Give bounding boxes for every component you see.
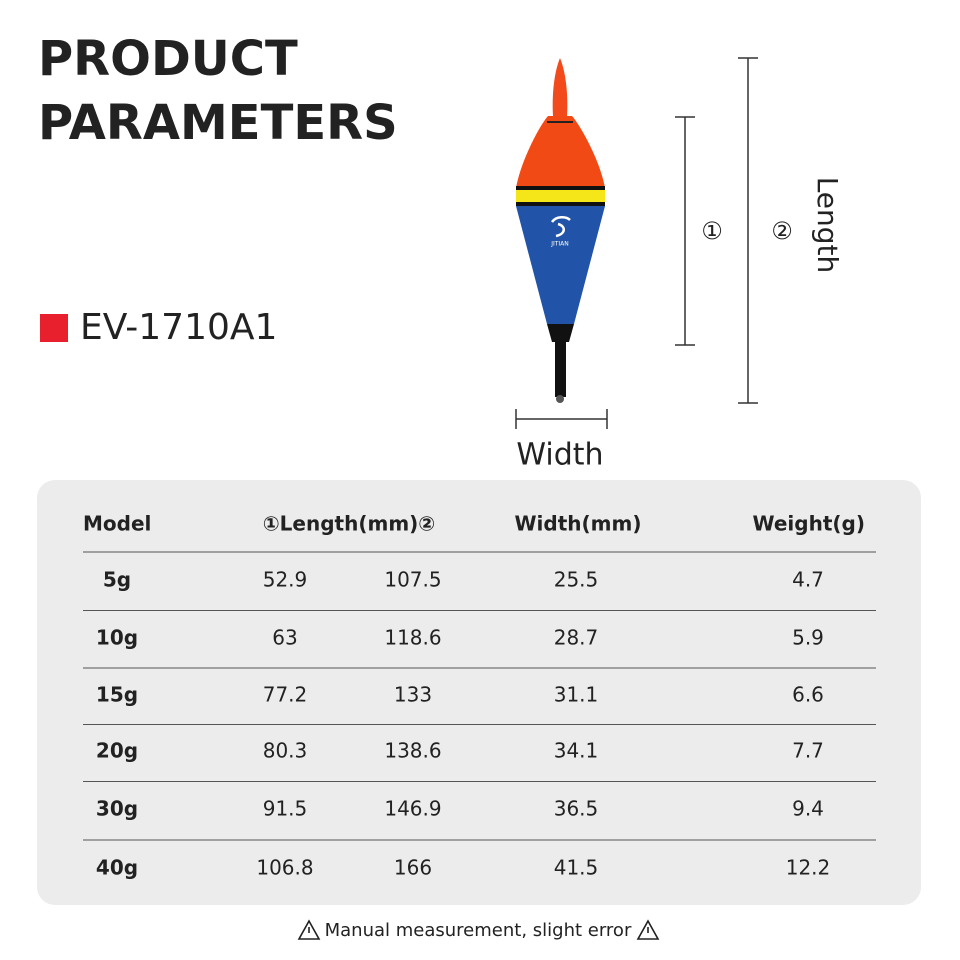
model-cell: 15g — [96, 683, 138, 707]
model-cell: 10g — [96, 626, 138, 650]
value-cell: 5.9 — [792, 626, 824, 650]
value-cell: 166 — [394, 856, 432, 880]
value-cell: 80.3 — [263, 739, 308, 763]
header-cell: Weight(g) — [753, 512, 865, 536]
value-cell: 77.2 — [263, 683, 308, 707]
value-cell: 12.2 — [786, 856, 831, 880]
header-cell: Model — [83, 512, 151, 536]
value-cell: 91.5 — [263, 797, 308, 821]
value-cell: 63 — [272, 626, 297, 650]
value-cell: 52.9 — [263, 568, 308, 592]
value-cell: 118.6 — [384, 626, 441, 650]
value-cell: 146.9 — [384, 797, 441, 821]
length-label: Length — [811, 177, 844, 274]
marker-1: ① — [701, 217, 723, 245]
model-cell: 5g — [103, 568, 131, 592]
table-panel — [37, 480, 921, 905]
table: Model ①Length(mm)② Width(mm) Weight(g) 5g 52.… — [83, 512, 876, 880]
marker-2: ② — [771, 217, 793, 245]
value-cell: 41.5 — [554, 856, 599, 880]
value-cell: 4.7 — [792, 568, 824, 592]
value-cell: 133 — [394, 683, 432, 707]
value-cell: 7.7 — [792, 739, 824, 763]
value-cell: 28.7 — [554, 626, 599, 650]
header-cell: ①Length(mm)② — [263, 512, 436, 536]
model-cell: 40g — [96, 856, 138, 880]
value-cell: 6.6 — [792, 683, 824, 707]
brand-logo: JITIAN — [550, 241, 569, 248]
title-line: PARAMETERS — [38, 95, 398, 151]
title-line: PRODUCT — [38, 31, 298, 87]
value-cell: 9.4 — [792, 797, 824, 821]
value-cell: 25.5 — [554, 568, 599, 592]
model-cell: 30g — [96, 797, 138, 821]
value-cell: 107.5 — [384, 568, 441, 592]
header-cell: Width(mm) — [515, 512, 642, 536]
value-cell: 106.8 — [256, 856, 313, 880]
footnote-text: Manual measurement, slight error — [325, 920, 632, 941]
model-cell: 20g — [96, 739, 138, 763]
model-name: EV-1710A1 — [80, 307, 277, 348]
footnote: Manual measurement, slight error — [297, 919, 660, 941]
value-cell: 31.1 — [554, 683, 599, 707]
value-cell: 36.5 — [554, 797, 599, 821]
value-cell: 34.1 — [554, 739, 599, 763]
model-marker — [40, 314, 68, 342]
float-illustration: JITIAN — [516, 58, 605, 403]
dimension-lines — [515, 57, 758, 429]
width-label: Width — [516, 438, 603, 473]
value-cell: 138.6 — [384, 739, 441, 763]
